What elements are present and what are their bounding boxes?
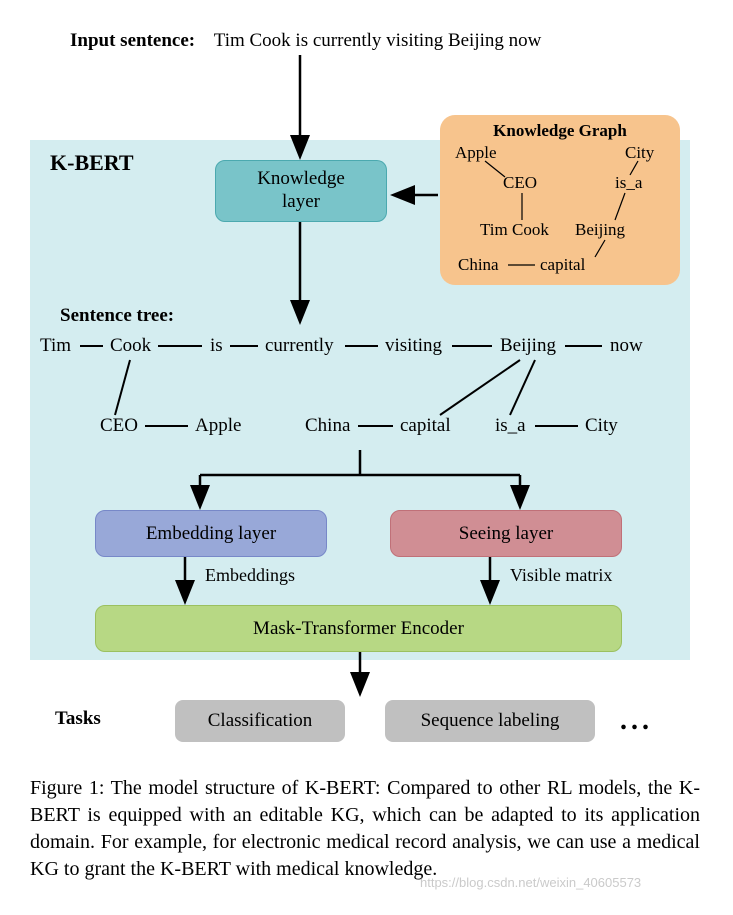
- task-sequence-label: Sequence labeling: [421, 710, 560, 732]
- figure-caption: Figure 1: The model structure of K-BERT:…: [30, 775, 700, 883]
- embedding-layer-block: Embedding layer: [95, 510, 327, 557]
- task-sequence: Sequence labeling: [385, 700, 595, 742]
- embedding-layer-label: Embedding layer: [146, 523, 276, 545]
- watermark: https://blog.csdn.net/weixin_40605573: [420, 875, 641, 890]
- task-classification-label: Classification: [208, 710, 312, 732]
- input-sentence-line: Input sentence: Tim Cook is currently vi…: [70, 30, 541, 52]
- task-classification: Classification: [175, 700, 345, 742]
- kbert-label: K-BERT: [50, 150, 134, 176]
- sentence-tree-label: Sentence tree:: [60, 305, 174, 327]
- diagram-container: Input sentence: Tim Cook is currently vi…: [20, 20, 713, 895]
- input-sentence-label: Input sentence:: [70, 30, 195, 51]
- encoder-block: Mask-Transformer Encoder: [95, 605, 622, 652]
- knowledge-layer-line2: layer: [282, 191, 320, 214]
- knowledge-graph-box: Knowledge Graph Apple City CEO is_a Tim …: [440, 115, 680, 285]
- sentence-tree: Tim Cook is currently visiting Beijing n…: [40, 330, 690, 460]
- visible-matrix-label: Visible matrix: [510, 565, 612, 586]
- knowledge-layer-block: Knowledge layer: [215, 160, 387, 222]
- embeddings-label: Embeddings: [205, 565, 295, 586]
- knowledge-layer-line1: Knowledge: [257, 168, 345, 191]
- tree-edges: [40, 330, 690, 460]
- seeing-layer-label: Seeing layer: [459, 523, 553, 545]
- input-sentence-text: Tim Cook is currently visiting Beijing n…: [214, 30, 542, 51]
- kg-edges: [440, 115, 680, 285]
- tasks-label: Tasks: [55, 708, 101, 730]
- seeing-layer-block: Seeing layer: [390, 510, 622, 557]
- tasks-dots: ...: [620, 705, 653, 737]
- encoder-label: Mask-Transformer Encoder: [253, 618, 464, 640]
